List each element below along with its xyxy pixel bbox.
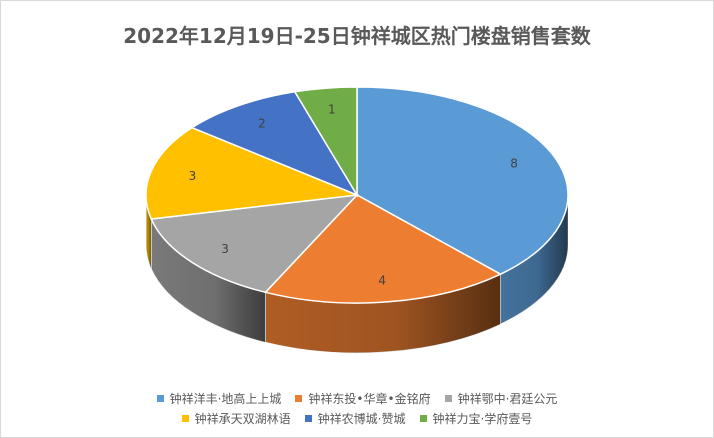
legend-row: 钟祥洋丰·地高上上城 钟祥东投•华章•金铭府 钟祥鄂中·君廷公元: [0, 388, 714, 408]
pie-sides: [145, 194, 569, 354]
legend-swatch: [181, 414, 189, 422]
pie-slice-1[interactable]: [356, 86, 569, 276]
data-label-6: 1: [328, 103, 336, 117]
legend-item-4[interactable]: 钟祥承天双湖林语: [181, 410, 291, 427]
legend-swatch: [419, 414, 427, 422]
legend-row: 钟祥承天双湖林语 钟祥农博城·赞城 钟祥力宝·学府壹号: [0, 408, 714, 428]
legend-item-3[interactable]: 钟祥鄂中·君廷公元: [444, 390, 558, 407]
pie-tops: [145, 86, 569, 304]
legend-label: 钟祥农博城·赞城: [317, 411, 406, 426]
legend-item-1[interactable]: 钟祥洋丰·地高上上城: [156, 390, 282, 407]
legend-label: 钟祥东投•华章•金铭府: [308, 391, 431, 406]
pie-side-shade-2: [265, 274, 501, 354]
pie-side-shade-1: [500, 195, 568, 325]
pie-side-shade-4: [146, 195, 152, 270]
legend-swatch: [304, 414, 312, 422]
chart-title: 2022年12月19日-25日钟祥城区热门楼盘销售套数: [123, 24, 591, 48]
legend-swatch: [295, 394, 303, 402]
pie-slice-5[interactable]: [190, 90, 359, 197]
legend-label: 钟祥力宝·学府壹号: [432, 411, 533, 426]
legend-label: 钟祥鄂中·君廷公元: [457, 391, 558, 406]
data-label-3: 3: [221, 242, 229, 256]
legend-item-2[interactable]: 钟祥东投•华章•金铭府: [295, 390, 431, 407]
legend: 钟祥洋丰·地高上上城 钟祥东投•华章•金铭府 钟祥鄂中·君廷公元 钟祥承天双湖林语钟…: [0, 388, 714, 428]
pie-slice-4[interactable]: [145, 126, 358, 220]
pie-side-shade-3: [151, 219, 266, 343]
legend-item-5[interactable]: 钟祥农博城·赞城: [304, 410, 406, 427]
legend-item-6[interactable]: 钟祥力宝·学府壹号: [419, 410, 533, 427]
data-label-5: 2: [258, 117, 266, 131]
legend-swatch: [156, 394, 164, 402]
legend-swatch: [444, 394, 452, 402]
pie-slice-3[interactable]: [150, 194, 359, 294]
pie-labels: 8 4 3 3 2 1: [189, 103, 518, 288]
legend-label: 钟祥承天双湖林语: [194, 411, 291, 426]
legend-label: 钟祥洋丰·地高上上城: [169, 391, 282, 406]
data-label-1: 8: [510, 156, 518, 170]
pie-slice-6[interactable]: [293, 86, 358, 198]
data-label-2: 4: [378, 273, 386, 287]
pie-slice-2[interactable]: [264, 194, 503, 304]
data-label-4: 3: [189, 169, 197, 183]
